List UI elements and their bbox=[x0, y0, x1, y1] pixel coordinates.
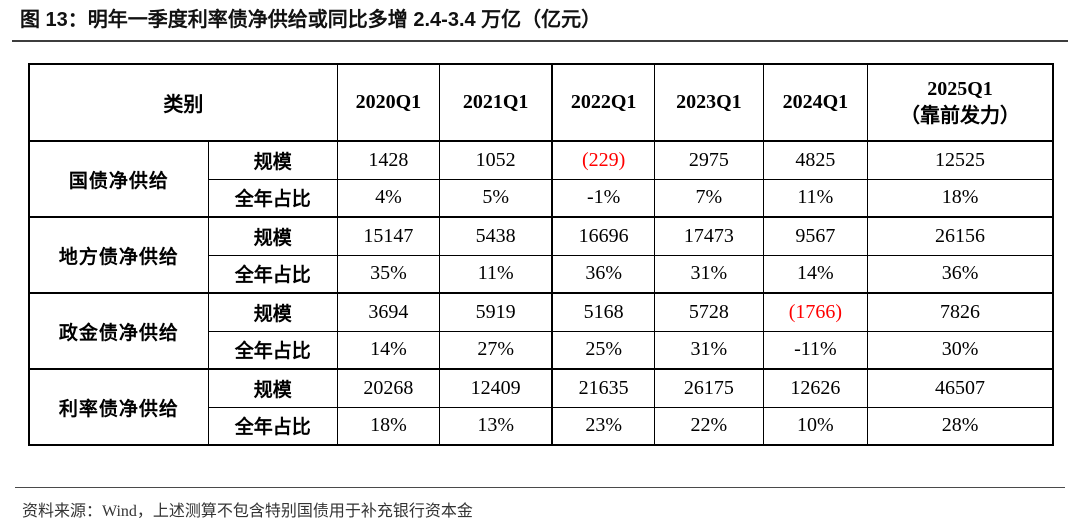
table-row: 全年占比 14% 27% 25% 31% -11% 30% bbox=[29, 330, 1054, 370]
cell-value: 1052 bbox=[439, 140, 553, 180]
cell-value: 16696 bbox=[551, 216, 656, 256]
cell-value: 30% bbox=[867, 330, 1054, 370]
cell-value: 18% bbox=[867, 178, 1054, 218]
col-header-2023q1: 2023Q1 bbox=[654, 63, 764, 142]
cell-value: 11% bbox=[439, 254, 553, 294]
category-treasury-bond: 国债净供给 bbox=[28, 140, 209, 218]
col-header-2025q1-line1: 2025Q1 bbox=[927, 77, 993, 100]
cell-value: 12626 bbox=[762, 368, 869, 408]
metric-label-share: 全年占比 bbox=[207, 330, 338, 370]
category-policy-bank-bond: 政金债净供给 bbox=[28, 292, 209, 370]
table-row: 全年占比 35% 11% 36% 31% 14% 36% bbox=[29, 254, 1054, 294]
cell-value: 20268 bbox=[336, 368, 441, 408]
cell-value: 7% bbox=[654, 178, 764, 218]
cell-value: -1% bbox=[551, 178, 656, 218]
cell-value: 5728 bbox=[654, 292, 764, 332]
cell-value: 15147 bbox=[336, 216, 441, 256]
col-header-2025q1: 2025Q1 （靠前发力） bbox=[867, 63, 1054, 142]
cell-value: 14% bbox=[336, 330, 441, 370]
cell-value: 46507 bbox=[867, 368, 1054, 408]
data-source-note: 资料来源：Wind，上述测算不包含特别国债用于补充银行资本金 bbox=[22, 503, 473, 520]
cell-value: 5168 bbox=[551, 292, 656, 332]
cell-value: 14% bbox=[762, 254, 869, 294]
table-row: 全年占比 4% 5% -1% 7% 11% 18% bbox=[29, 178, 1054, 218]
metric-label-scale: 规模 bbox=[207, 292, 338, 332]
category-local-gov-bond: 地方债净供给 bbox=[28, 216, 209, 294]
cell-value: 3694 bbox=[336, 292, 441, 332]
figure-title: 图 13：明年一季度利率债净供给或同比多增 2.4-3.4 万亿（亿元） bbox=[20, 9, 602, 31]
cell-value: 7826 bbox=[867, 292, 1054, 332]
cell-value: 12525 bbox=[867, 140, 1054, 180]
col-header-2024q1: 2024Q1 bbox=[762, 63, 869, 142]
table-row: 利率债净供给 规模 20268 12409 21635 26175 12626 … bbox=[28, 368, 1054, 446]
cell-value: 31% bbox=[654, 254, 764, 294]
bond-net-supply-table: 类别 2020Q1 2021Q1 2022Q1 2023Q1 2024Q1 20… bbox=[28, 63, 1054, 446]
cell-value: 18% bbox=[336, 406, 441, 446]
table-row: 全年占比 18% 13% 23% 22% 10% 28% bbox=[29, 406, 1054, 446]
metric-label-scale: 规模 bbox=[207, 368, 338, 408]
cell-value: 10% bbox=[762, 406, 869, 446]
cell-value: 25% bbox=[551, 330, 656, 370]
cell-value: 4% bbox=[336, 178, 441, 218]
cell-value: 13% bbox=[439, 406, 553, 446]
col-header-2025q1-line2: （靠前发力） bbox=[900, 104, 1021, 127]
cell-value: 5438 bbox=[439, 216, 553, 256]
cell-value: (1766) bbox=[762, 292, 869, 332]
cell-value: 26156 bbox=[867, 216, 1054, 256]
table-row: 政金债净供给 规模 3694 5919 5168 5728 (1766) 782… bbox=[28, 292, 1054, 370]
cell-value: 36% bbox=[867, 254, 1054, 294]
metric-label-scale: 规模 bbox=[207, 140, 338, 180]
cell-value: 21635 bbox=[551, 368, 656, 408]
title-divider bbox=[12, 40, 1068, 42]
cell-value: 27% bbox=[439, 330, 553, 370]
cell-value: (229) bbox=[551, 140, 656, 180]
cell-value: 35% bbox=[336, 254, 441, 294]
cell-value: 4825 bbox=[762, 140, 869, 180]
col-header-2021q1: 2021Q1 bbox=[439, 63, 553, 142]
cell-value: 9567 bbox=[762, 216, 869, 256]
cell-value: 22% bbox=[654, 406, 764, 446]
cell-value: 12409 bbox=[439, 368, 553, 408]
col-header-2020q1: 2020Q1 bbox=[336, 63, 441, 142]
cell-value: 23% bbox=[551, 406, 656, 446]
table-row: 地方债净供给 规模 15147 5438 16696 17473 9567 26… bbox=[28, 216, 1054, 294]
metric-label-share: 全年占比 bbox=[207, 406, 338, 446]
metric-label-share: 全年占比 bbox=[207, 254, 338, 294]
category-rate-bond-total: 利率债净供给 bbox=[28, 368, 209, 446]
cell-value: 31% bbox=[654, 330, 764, 370]
col-header-2022q1: 2022Q1 bbox=[551, 63, 656, 142]
col-header-category: 类别 bbox=[28, 63, 338, 142]
cell-value: 5% bbox=[439, 178, 553, 218]
cell-value: -11% bbox=[762, 330, 869, 370]
cell-value: 36% bbox=[551, 254, 656, 294]
cell-value: 11% bbox=[762, 178, 869, 218]
cell-value: 2975 bbox=[654, 140, 764, 180]
cell-value: 28% bbox=[867, 406, 1054, 446]
cell-value: 5919 bbox=[439, 292, 553, 332]
metric-label-share: 全年占比 bbox=[207, 178, 338, 218]
footer-divider bbox=[15, 487, 1065, 488]
header-row: 类别 2020Q1 2021Q1 2022Q1 2023Q1 2024Q1 20… bbox=[28, 63, 1054, 142]
table-row: 国债净供给 规模 1428 1052 (229) 2975 4825 12525 bbox=[28, 140, 1054, 218]
cell-value: 17473 bbox=[654, 216, 764, 256]
metric-label-scale: 规模 bbox=[207, 216, 338, 256]
cell-value: 26175 bbox=[654, 368, 764, 408]
cell-value: 1428 bbox=[336, 140, 441, 180]
